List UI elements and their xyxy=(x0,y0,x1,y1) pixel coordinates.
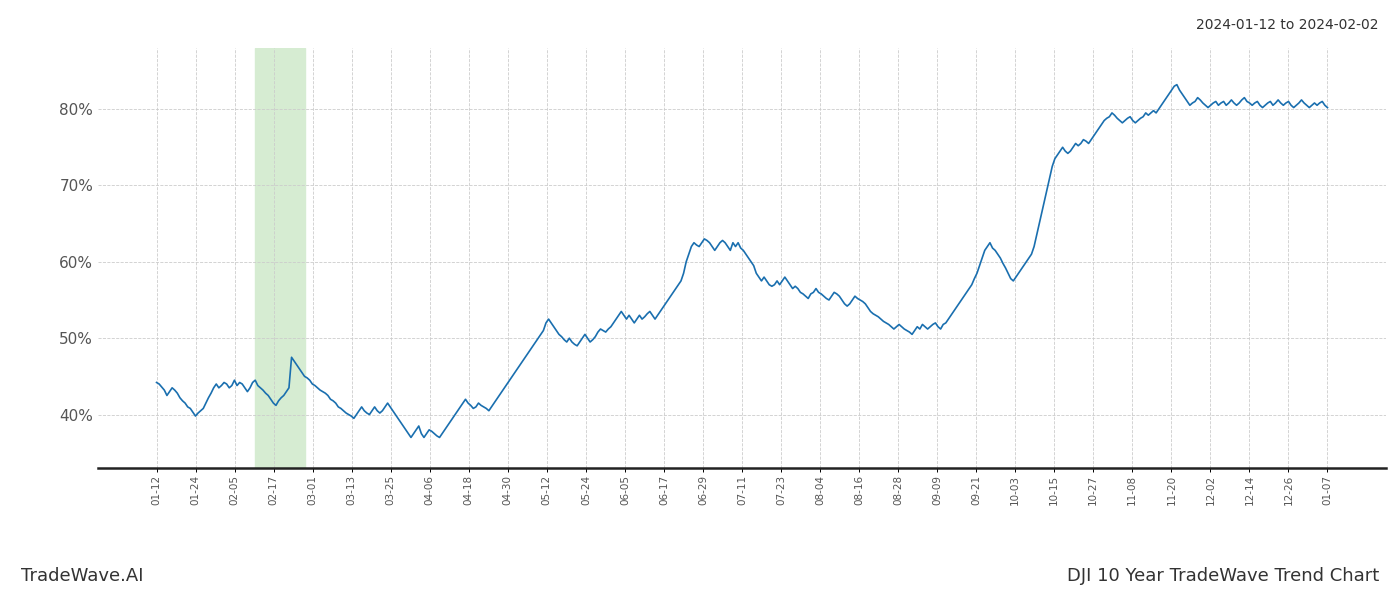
Text: 2024-01-12 to 2024-02-02: 2024-01-12 to 2024-02-02 xyxy=(1197,18,1379,32)
Text: DJI 10 Year TradeWave Trend Chart: DJI 10 Year TradeWave Trend Chart xyxy=(1067,567,1379,585)
Bar xyxy=(255,48,305,468)
Text: TradeWave.AI: TradeWave.AI xyxy=(21,567,143,585)
